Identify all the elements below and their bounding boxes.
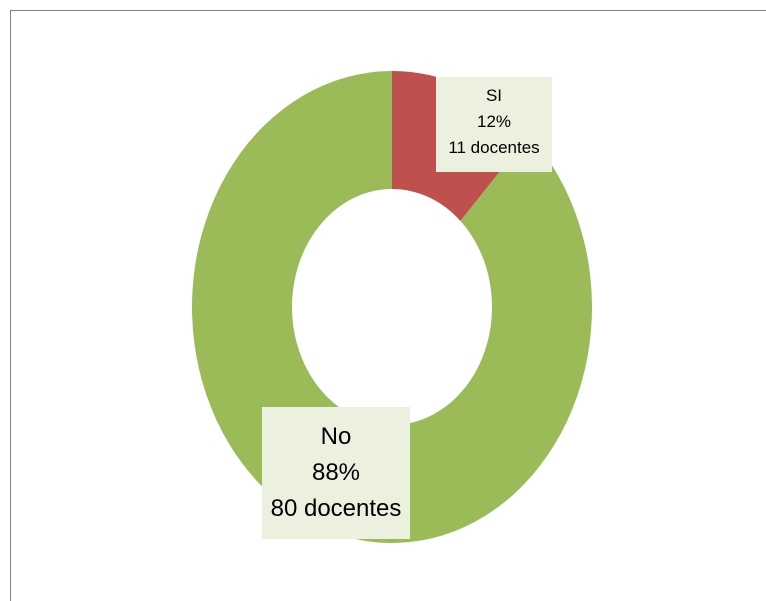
slice-count-no: 80 docentes [262, 491, 410, 527]
data-label-si: SI 12% 11 docentes [436, 77, 552, 172]
slice-name-si: SI [436, 83, 552, 109]
slice-percent-si: 12% [436, 109, 552, 135]
slice-name-no: No [262, 419, 410, 455]
slice-count-si: 11 docentes [436, 135, 552, 161]
data-label-no: No 88% 80 docentes [262, 407, 410, 539]
slice-percent-no: 88% [262, 455, 410, 491]
